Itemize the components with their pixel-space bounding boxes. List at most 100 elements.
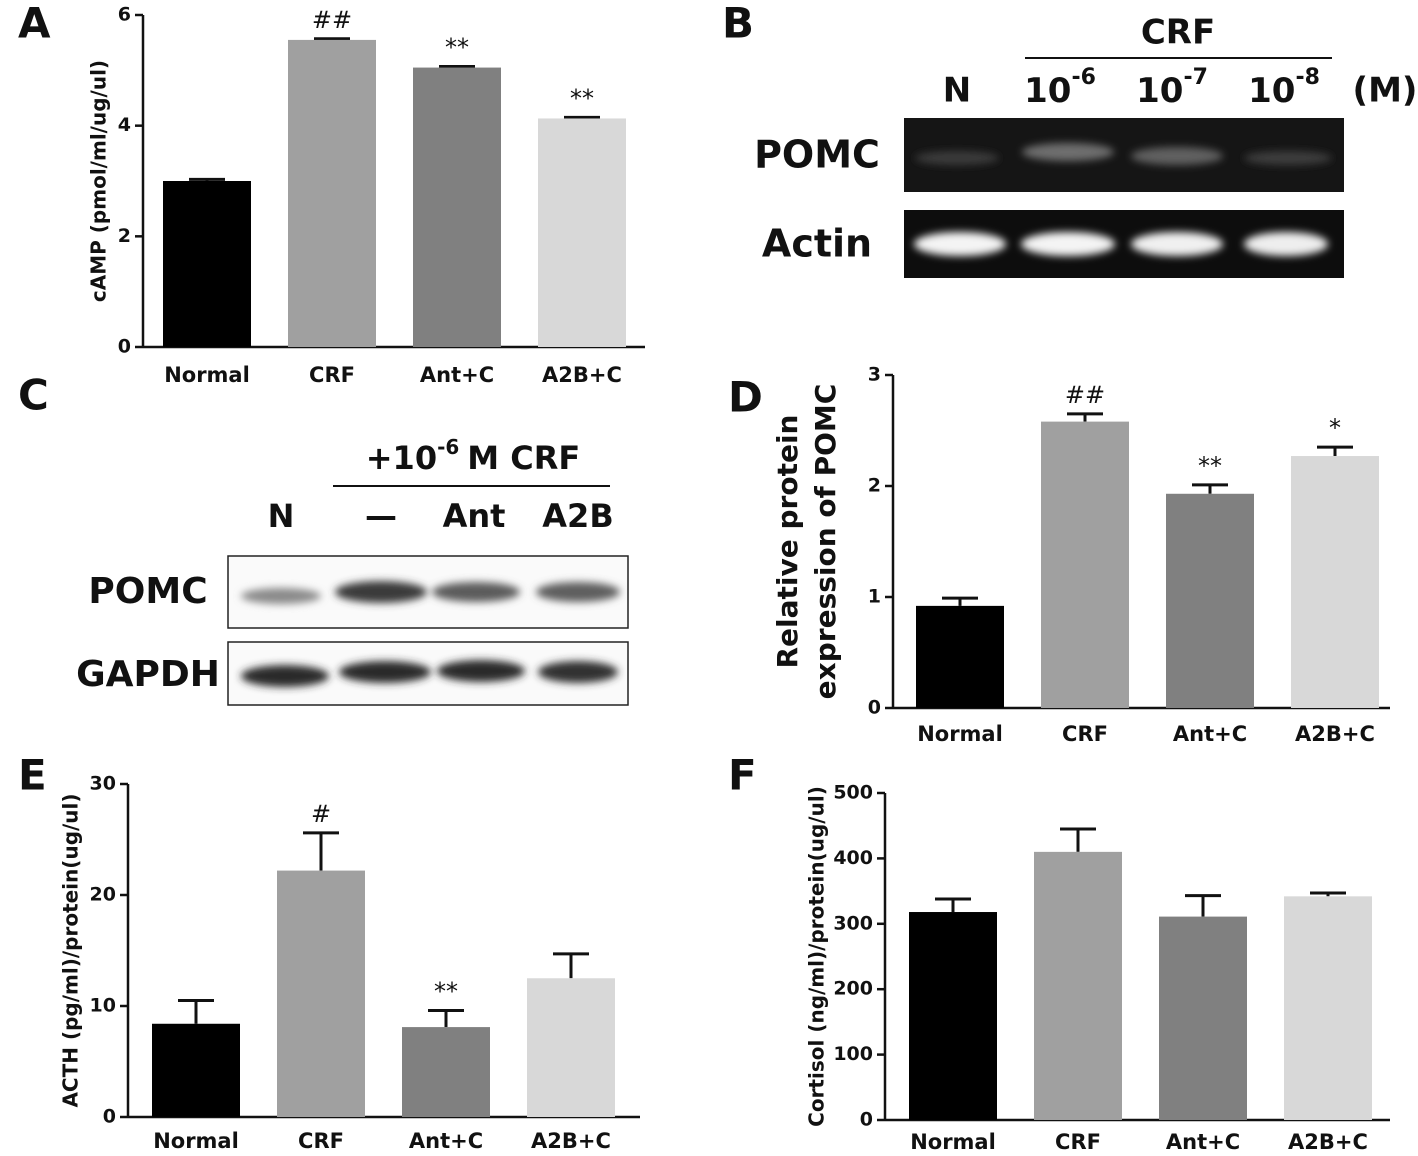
x-tick-label: Normal xyxy=(910,1130,996,1154)
band xyxy=(1244,232,1328,256)
panel-label: A xyxy=(18,0,51,48)
y-tick-label: 200 xyxy=(833,978,873,1000)
lane-base: 10 xyxy=(1136,71,1183,111)
gel-bands xyxy=(914,143,1332,256)
lane-label: Ant xyxy=(443,497,506,535)
group-tail: M CRF xyxy=(467,439,580,477)
x-tick-label: CRF xyxy=(309,363,355,387)
lane-sup: -7 xyxy=(1183,65,1207,90)
x-tick-label: Ant+C xyxy=(420,363,494,387)
bar xyxy=(916,605,1004,708)
lane-label: — xyxy=(365,497,397,535)
bar xyxy=(1041,421,1129,708)
band xyxy=(915,151,999,165)
unit-label: (M) xyxy=(1353,71,1418,111)
row-label: Actin xyxy=(762,222,872,266)
x-tick-label: CRF xyxy=(298,1129,344,1153)
y-tick-label: 3 xyxy=(868,364,881,386)
x-tick-label: A2B+C xyxy=(1288,1130,1368,1154)
lane-sup: -6 xyxy=(1071,65,1095,90)
panel-label: E xyxy=(18,751,47,800)
group-sup: -6 xyxy=(437,435,459,459)
y-tick-label: 500 xyxy=(833,782,873,804)
band xyxy=(241,665,329,687)
x-tick-label: CRF xyxy=(1055,1130,1101,1154)
bar xyxy=(152,1023,240,1117)
y-tick-label: 2 xyxy=(118,225,131,247)
blot-group: CRF xyxy=(1141,13,1215,53)
y-tick-label: 2 xyxy=(868,475,881,497)
band xyxy=(914,232,1006,256)
row-label: POMC xyxy=(88,571,207,612)
bar xyxy=(288,39,376,348)
group-base: +10 xyxy=(366,439,437,477)
lane-sup: -8 xyxy=(1295,65,1319,90)
lane-label: A2B xyxy=(542,497,613,535)
panel-label: D xyxy=(728,373,763,422)
bar xyxy=(1166,493,1254,708)
y-axis-label: expression of POMC xyxy=(809,384,842,700)
x-tick-label: CRF xyxy=(1062,722,1108,746)
blot-group: +10-6 M CRF xyxy=(366,435,581,478)
band xyxy=(1022,143,1114,161)
x-tick-label: Normal xyxy=(917,722,1003,746)
significance-label: ## xyxy=(312,6,352,34)
bar xyxy=(1159,916,1247,1120)
y-tick-label: 6 xyxy=(118,4,131,26)
y-tick-label: 400 xyxy=(833,847,873,869)
y-axis-label: Cortisol (ng/ml)/protein(ug/ul) xyxy=(805,786,829,1127)
band xyxy=(339,661,431,683)
bar xyxy=(1291,456,1379,708)
panel-label: B xyxy=(722,0,754,48)
bar xyxy=(402,1027,490,1117)
x-tick-label: Ant+C xyxy=(1166,1130,1240,1154)
y-tick-label: 10 xyxy=(90,995,116,1017)
row-label: GAPDH xyxy=(76,654,220,695)
bar xyxy=(277,870,365,1117)
y-axis-label: cAMP (pmol/ml/ug/ul) xyxy=(87,60,111,302)
significance-label: ** xyxy=(570,84,594,112)
significance-label: ** xyxy=(1198,452,1222,480)
y-axis-label: ACTH (pg/ml)/protein(ug/ul) xyxy=(59,793,83,1107)
blot-bands xyxy=(241,581,620,687)
bar xyxy=(909,912,997,1120)
panel-label: C xyxy=(18,371,49,420)
significance-label: # xyxy=(311,800,331,828)
y-tick-label: 1 xyxy=(868,586,881,608)
band xyxy=(1021,232,1115,256)
panel-label: F xyxy=(728,751,757,800)
significance-label: ** xyxy=(445,33,469,61)
lane-label: N xyxy=(268,497,295,535)
bar xyxy=(413,67,501,348)
y-tick-label: 0 xyxy=(860,1109,873,1131)
band xyxy=(1244,151,1332,165)
lane-label: 10-7 xyxy=(1136,65,1208,111)
band xyxy=(1131,147,1223,165)
x-tick-label: Ant+C xyxy=(409,1129,483,1153)
significance-label: ## xyxy=(1065,381,1105,409)
x-tick-label: A2B+C xyxy=(531,1129,611,1153)
bar xyxy=(163,181,251,347)
band xyxy=(432,582,520,602)
bar xyxy=(1034,851,1122,1120)
x-tick-label: A2B+C xyxy=(542,363,622,387)
y-tick-label: 20 xyxy=(90,884,116,906)
band xyxy=(335,581,427,603)
lane-label: N xyxy=(943,71,971,111)
bar xyxy=(1284,896,1372,1120)
lane-label: 10-6 xyxy=(1024,65,1096,111)
y-tick-label: 300 xyxy=(833,912,873,934)
band xyxy=(1131,232,1223,256)
y-tick-label: 30 xyxy=(90,773,116,795)
y-tick-label: 0 xyxy=(868,697,881,719)
y-axis-label: Relative protein xyxy=(771,414,804,668)
y-tick-label: 4 xyxy=(118,114,131,136)
x-tick-label: Normal xyxy=(164,363,250,387)
y-tick-label: 0 xyxy=(118,336,131,358)
y-tick-label: 100 xyxy=(833,1043,873,1065)
band xyxy=(536,582,620,602)
x-tick-label: Normal xyxy=(153,1129,239,1153)
x-tick-label: Ant+C xyxy=(1173,722,1247,746)
